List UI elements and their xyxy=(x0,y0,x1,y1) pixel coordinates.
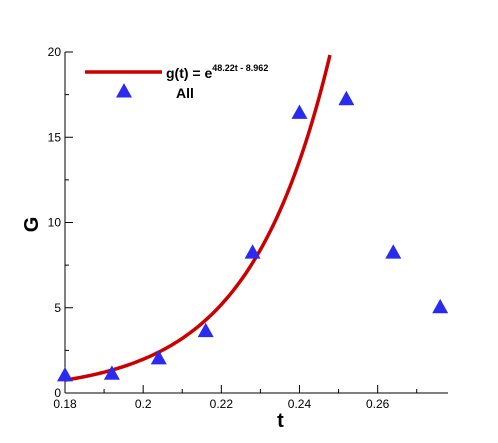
data-point-marker xyxy=(150,349,167,365)
x-tick-label: 0.2 xyxy=(135,397,152,411)
legend: g(t) = e48.22t - 8.962 All xyxy=(85,63,268,101)
legend-curve-base: g(t) = e xyxy=(166,65,212,81)
fit-curve-layer xyxy=(64,54,332,382)
x-tick-label: 0.18 xyxy=(53,397,77,411)
data-point-marker xyxy=(57,367,73,382)
legend-curve-exponent: 48.22t - 8.962 xyxy=(212,63,268,73)
data-markers xyxy=(57,90,449,382)
data-point-marker xyxy=(197,322,214,338)
data-point-marker xyxy=(385,244,402,259)
legend-marker-swatch xyxy=(116,83,132,98)
legend-curve-label: g(t) = e48.22t - 8.962 xyxy=(166,63,268,81)
data-point-marker xyxy=(291,104,308,119)
data-point-marker xyxy=(103,365,120,380)
y-tick-label: 0 xyxy=(54,386,61,400)
x-ticks: 0.18 0.2 0.22 0.24 0.26 xyxy=(53,385,418,411)
x-tick-label: 0.22 xyxy=(210,397,234,411)
x-tick-label: 0.26 xyxy=(366,397,390,411)
data-point-marker xyxy=(244,244,261,259)
y-tick-label: 15 xyxy=(48,130,62,144)
x-axis-title: t xyxy=(277,410,284,432)
plot-area xyxy=(64,52,448,394)
legend-marker-label: All xyxy=(176,85,194,101)
y-tick-label: 20 xyxy=(48,45,62,59)
y-tick-label: 5 xyxy=(54,301,61,315)
y-ticks: 0 5 10 15 20 xyxy=(48,45,73,400)
y-axis-title: G xyxy=(21,217,43,233)
data-point-marker xyxy=(432,298,449,314)
x-tick-label: 0.24 xyxy=(288,397,312,411)
fit-curve xyxy=(64,54,332,382)
data-point-marker xyxy=(338,90,355,106)
y-tick-label: 10 xyxy=(48,216,62,230)
